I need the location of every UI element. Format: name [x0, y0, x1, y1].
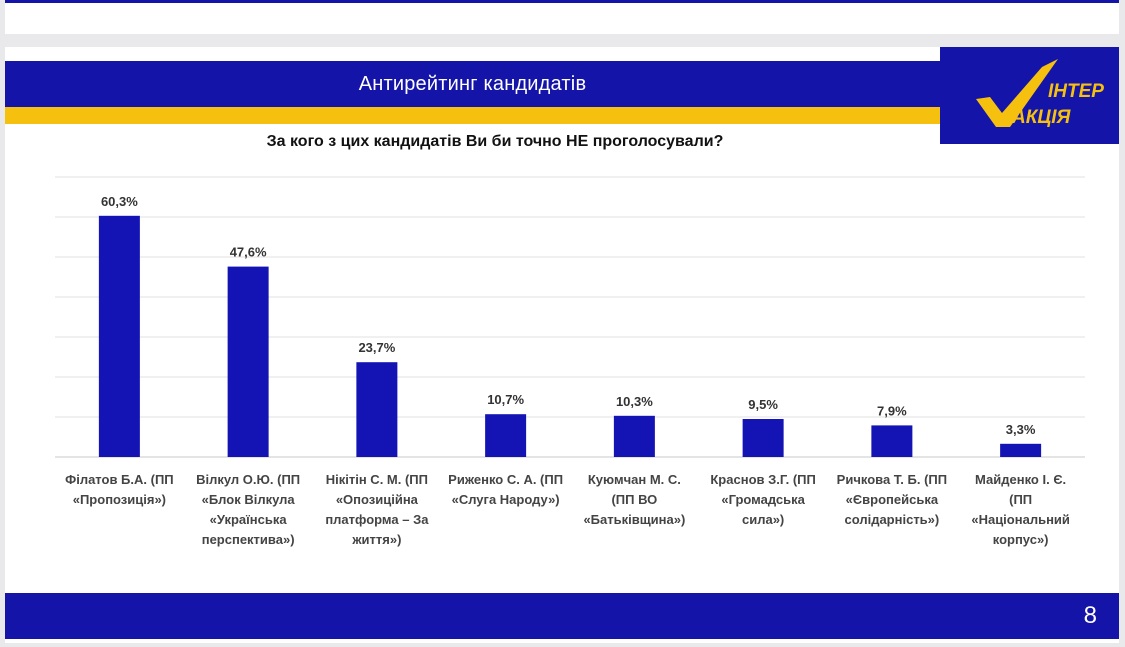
bar — [227, 266, 269, 457]
category-label: Майденко І. Є. (ПП «Національний корпус») — [971, 472, 1070, 547]
data-label: 9,5% — [748, 397, 778, 412]
checkmark-icon — [976, 59, 1058, 127]
category-label-line: життя») — [351, 532, 401, 547]
bar — [485, 414, 527, 457]
data-label: 3,3% — [1006, 422, 1036, 437]
data-label: 60,3% — [101, 194, 138, 209]
accent-strip — [5, 107, 940, 124]
data-label: 7,9% — [877, 403, 907, 418]
category-label-line: «Пропозиція») — [73, 492, 166, 507]
category-label-line: «Блок Вілкула — [202, 492, 296, 507]
category-label-line: Куюмчан М. С. — [588, 472, 681, 487]
data-label: 23,7% — [358, 340, 395, 355]
data-label: 10,7% — [487, 392, 524, 407]
category-labels: Філатов Б.А. (ПП «Пропозиція») Вілкул О.Ю.… — [65, 472, 1070, 547]
bar — [613, 415, 655, 457]
page-number: 8 — [1083, 602, 1097, 629]
category-label-line: (ПП — [1009, 492, 1032, 507]
category-label-line: платформа – За — [325, 512, 429, 527]
category-label-line: «Громадська — [721, 492, 805, 507]
category-label-line: Майденко І. Є. — [975, 472, 1066, 487]
logo-word-bottom: АКЦІЯ — [1011, 107, 1072, 128]
logo-mark: ІНТЕР АКЦІЯ — [976, 59, 1104, 128]
category-label-line: сила») — [742, 512, 784, 527]
bar — [356, 362, 398, 457]
category-label: Риженко С. А. (ПП «Слуга Народу») — [448, 472, 563, 507]
category-label-line: корпус») — [993, 532, 1049, 547]
bars — [98, 215, 1042, 457]
data-labels: 60,3% 47,6% 23,7% 10,7% 10,3% 9,5% 7,9% 3,3% — [101, 194, 1036, 437]
category-label-line: (ПП ВО — [611, 492, 657, 507]
previous-slide-edge — [5, 0, 1119, 34]
category-label-line: Риженко С. А. (ПП — [448, 472, 563, 487]
gridlines — [55, 176, 1085, 458]
chart-title: За кого з цих кандидатів Ви би точно НЕ … — [266, 133, 724, 150]
bar — [742, 419, 784, 457]
category-label: Філатов Б.А. (ПП «Пропозиція») — [65, 472, 174, 507]
logo: ІНТЕР АКЦІЯ — [940, 47, 1119, 144]
slide-title: Антирейтинг кандидатів — [358, 73, 587, 95]
data-label: 47,6% — [230, 245, 267, 260]
category-label: Вілкул О.Ю. (ПП «Блок Вілкула «Українська п… — [196, 472, 300, 547]
footer-band: 8 — [5, 593, 1119, 639]
category-label-line: Краснов З.Г. (ПП — [710, 472, 815, 487]
category-label: Нікітін С. М. (ПП «Опозиційна платформа – … — [325, 472, 429, 547]
bar — [98, 215, 140, 457]
category-label-line: Філатов Б.А. (ПП — [65, 472, 174, 487]
slide: Антирейтинг кандидатів ІНТЕР АКЦІЯ За ко… — [5, 47, 1119, 643]
category-label-line: Нікітін С. М. (ПП — [326, 472, 428, 487]
bar — [871, 425, 913, 457]
category-label: Краснов З.Г. (ПП «Громадська сила») — [710, 472, 815, 527]
category-label-line: Ричкова Т. Б. (ПП — [837, 472, 947, 487]
category-label-line: Вілкул О.Ю. (ПП — [196, 472, 300, 487]
category-label-line: солідарність») — [844, 512, 939, 527]
bar-chart: 60,3% 47,6% 23,7% 10,7% 10,3% 9,5% 7,9% 3,3% Фі… — [55, 176, 1085, 547]
logo-word-top: ІНТЕР — [1048, 81, 1104, 102]
title-band: Антирейтинг кандидатів — [5, 61, 940, 107]
category-label-line: «Слуга Народу») — [452, 492, 560, 507]
category-label: Ричкова Т. Б. (ПП «Європейська солідарніст… — [837, 472, 947, 527]
category-label-line: перспектива») — [202, 532, 295, 547]
category-label-line: «Європейська — [846, 492, 939, 507]
category-label: Куюмчан М. С. (ПП ВО «Батьківщина») — [583, 472, 685, 527]
category-label-line: «Опозиційна — [336, 492, 419, 507]
category-label-line: «Українська — [210, 512, 288, 527]
data-label: 10,3% — [616, 394, 653, 409]
category-label-line: «Батьківщина») — [583, 512, 685, 527]
bar — [1000, 443, 1042, 457]
category-label-line: «Національний — [971, 512, 1070, 527]
previous-slide-bar — [5, 0, 1119, 3]
